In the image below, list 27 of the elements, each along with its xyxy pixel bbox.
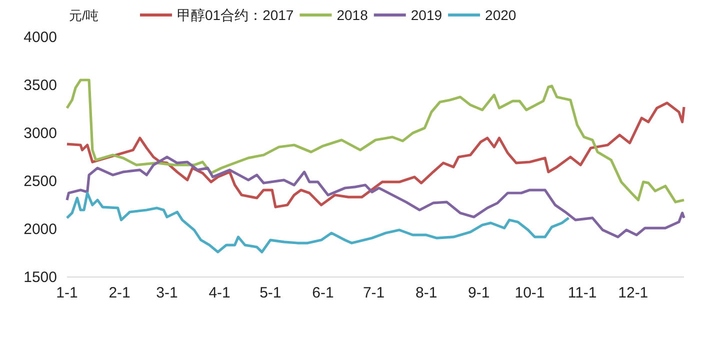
x-tick-label: 9-1 [468,284,490,302]
line-series [66,192,570,254]
x-tick-label: 10-1 [514,284,545,302]
y-tick-label: 1500 [24,268,57,286]
x-tick-label: 6-1 [312,284,334,302]
x-tick-label: 3-1 [156,284,178,302]
legend-label: 2020 [485,7,516,23]
legend-label: 2018 [336,7,368,23]
y-axis-title: 元/吨 [69,8,99,23]
x-tick-label: 12-1 [618,284,648,302]
x-tick-label: 7-1 [362,284,385,302]
y-tick-label: 3500 [24,76,57,94]
x-tick-label: 5-1 [260,284,282,302]
y-tick-label: 2500 [24,172,57,190]
x-tick-label: 4-1 [208,284,230,302]
legend-label: 2019 [410,7,442,23]
y-tick-label: 2000 [24,220,57,238]
y-tick-label: 3000 [24,124,57,142]
legend-label: 甲醇01合约：2017 [177,7,294,23]
line-series [66,78,686,204]
x-tick-label: 1-1 [56,284,78,302]
line-series [66,102,686,208]
x-tick-label: 8-1 [416,284,438,302]
y-tick-label: 4000 [24,28,57,46]
x-tick-label: 2-1 [108,284,130,302]
x-tick-label: 11-1 [568,284,597,302]
line-series [66,156,686,238]
